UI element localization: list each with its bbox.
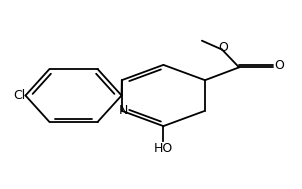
Text: HO: HO xyxy=(154,142,173,155)
Text: N: N xyxy=(119,104,128,117)
Text: O: O xyxy=(219,42,229,54)
Text: O: O xyxy=(275,60,284,72)
Text: Cl: Cl xyxy=(13,89,25,102)
